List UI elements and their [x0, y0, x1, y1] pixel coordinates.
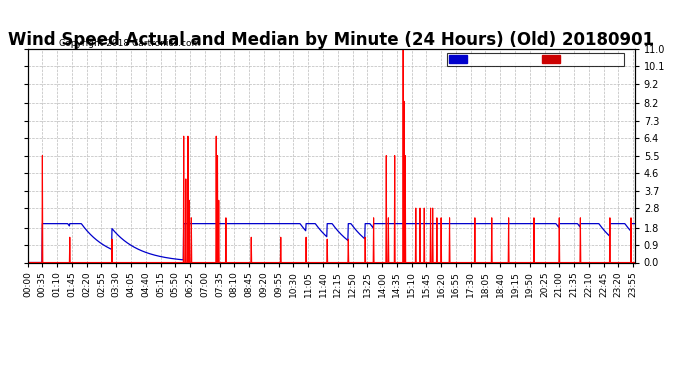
Title: Wind Speed Actual and Median by Minute (24 Hours) (Old) 20180901: Wind Speed Actual and Median by Minute (… — [8, 31, 654, 49]
Legend: Median (mph), Wind (mph): Median (mph), Wind (mph) — [447, 53, 624, 66]
Text: Copyright 2018 Cartronics.com: Copyright 2018 Cartronics.com — [59, 39, 200, 48]
